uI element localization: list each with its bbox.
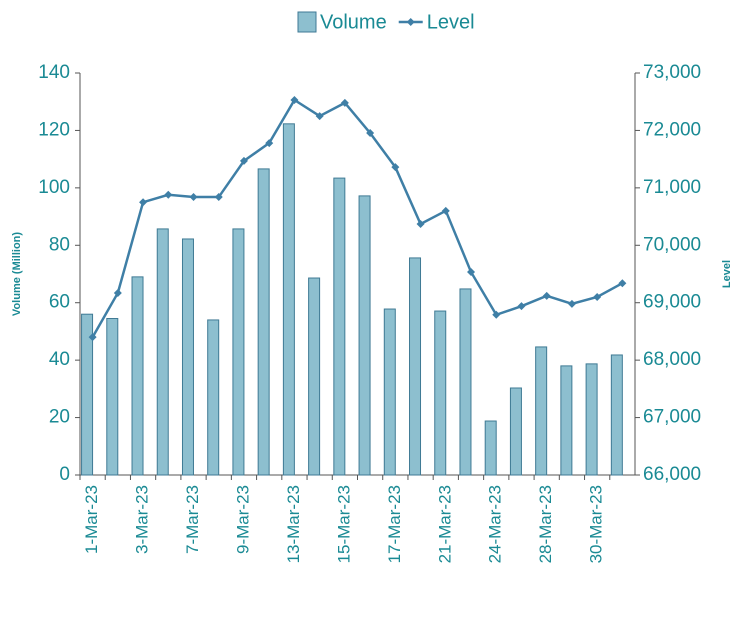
bar (257, 168, 270, 476)
bar (131, 276, 144, 476)
y-tick-label: 40 (49, 349, 70, 370)
x-tick-label: 17-Mar-23 (385, 485, 404, 563)
y-tick-label: 0 (59, 464, 70, 485)
y2-tick-label: 69,000 (643, 292, 701, 313)
x-tick-label: 7-Mar-23 (183, 485, 202, 554)
x-tick-label: 30-Mar-23 (587, 485, 606, 563)
y2-axis-label: Level (721, 260, 733, 288)
bar (535, 346, 548, 476)
y2-tick-label: 73,000 (643, 62, 701, 83)
line-marker (567, 299, 576, 308)
legend-marker (406, 18, 415, 26)
line-marker (366, 129, 375, 138)
line-marker (290, 95, 299, 104)
line-marker (214, 193, 223, 202)
x-tick-label: 28-Mar-23 (536, 485, 555, 563)
y2-tick-label: 67,000 (643, 407, 701, 428)
line-marker (593, 292, 602, 301)
line-marker (441, 206, 450, 215)
line-marker (340, 98, 349, 107)
y-tick-label: 60 (49, 292, 70, 313)
line-marker (113, 288, 122, 297)
x-tick-label: 9-Mar-23 (233, 485, 252, 554)
bar (181, 238, 194, 476)
bar (282, 123, 295, 476)
bar (560, 365, 573, 476)
bar (434, 310, 447, 476)
line-marker (467, 267, 476, 276)
line-marker (265, 139, 274, 148)
legend-swatch (297, 11, 317, 33)
y-tick-label: 80 (49, 234, 70, 255)
line-marker (391, 163, 400, 172)
line-marker (189, 193, 198, 202)
line-marker (517, 302, 526, 311)
bar (484, 420, 497, 476)
y-tick-label: 120 (38, 119, 70, 140)
x-tick-label: 15-Mar-23 (334, 485, 353, 563)
bar (232, 228, 245, 476)
x-tick-label: 13-Mar-23 (284, 485, 303, 563)
y2-tick-label: 71,000 (643, 177, 701, 198)
bar (106, 318, 119, 476)
bar (358, 195, 371, 476)
y-tick-label: 140 (38, 62, 70, 83)
bar (308, 277, 321, 476)
bar (156, 228, 169, 476)
bar (610, 354, 623, 476)
line-marker (315, 112, 324, 121)
y2-tick-label: 66,000 (643, 464, 701, 485)
line-marker (492, 310, 501, 319)
legend-label: Volume (320, 11, 387, 33)
line-marker (139, 198, 148, 207)
y2-tick-label: 72,000 (643, 119, 701, 140)
line (91, 98, 623, 338)
bar (207, 319, 220, 476)
bar (81, 313, 94, 476)
y-axis-label: Volume (Million) (11, 232, 23, 316)
bar (409, 257, 422, 476)
legend-label: Level (427, 11, 475, 33)
x-tick-label: 3-Mar-23 (133, 485, 152, 554)
x-tick-label: 24-Mar-23 (486, 485, 505, 563)
line-marker (164, 190, 173, 199)
line-marker (239, 156, 248, 165)
y2-tick-label: 68,000 (643, 349, 701, 370)
bar (333, 177, 346, 476)
bar (459, 288, 472, 476)
bar (383, 308, 396, 476)
bar (585, 363, 598, 476)
bar (509, 387, 522, 476)
x-tick-label: 1-Mar-23 (82, 485, 101, 554)
line-marker (618, 279, 627, 288)
line-marker (88, 333, 97, 342)
y-tick-label: 100 (38, 177, 70, 198)
y-tick-label: 20 (49, 407, 70, 428)
x-tick-label: 21-Mar-23 (435, 485, 454, 563)
line-marker (416, 220, 425, 229)
line-marker (542, 291, 551, 300)
y2-tick-label: 70,000 (643, 234, 701, 255)
